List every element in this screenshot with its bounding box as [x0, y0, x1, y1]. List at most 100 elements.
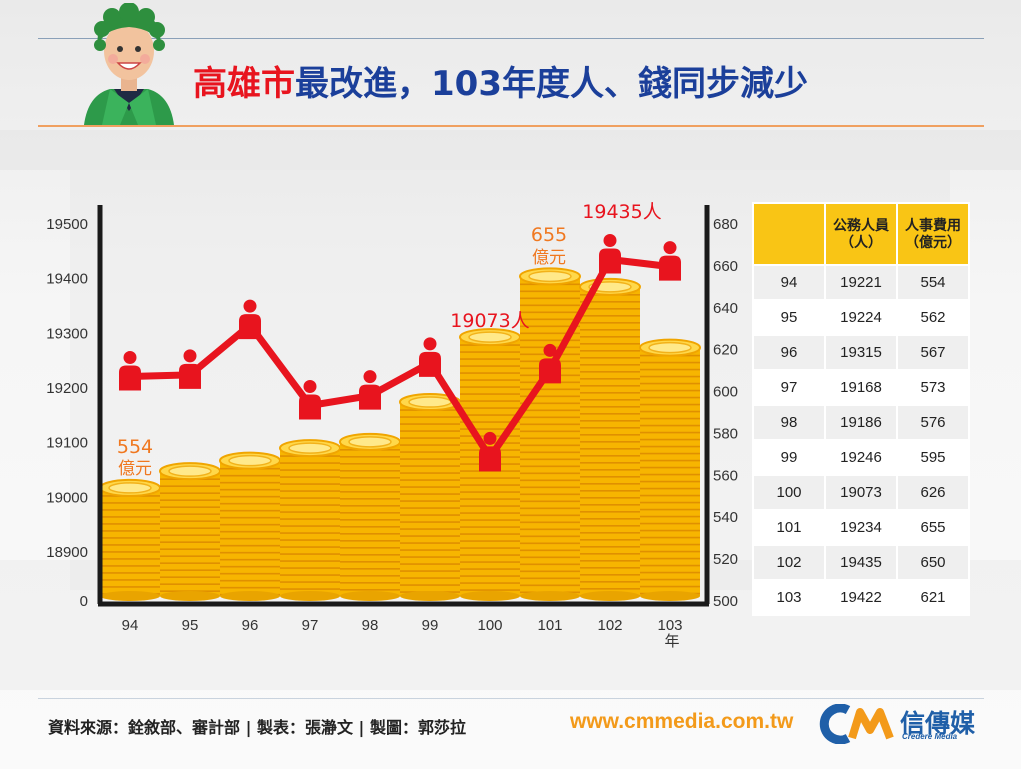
staff-label: 19435人 — [582, 201, 661, 223]
right-tick-label: 680 — [713, 216, 738, 233]
chart-axes: 0 18900 19000 19100 19200 19300 19400 19500 500 5… — [46, 205, 738, 650]
table-cell-staff: 19186 — [824, 404, 898, 441]
x-tick-label: 100 — [477, 617, 502, 634]
table-cell-year: 96 — [752, 334, 826, 371]
table-row: 94 19221 554 — [752, 264, 970, 301]
table-cell-staff: 19073 — [824, 474, 898, 511]
x-tick-label: 94 — [122, 617, 139, 634]
coin-stack-bottom — [640, 591, 700, 601]
table-cell-cost: 562 — [896, 299, 970, 336]
table-cell-year: 95 — [752, 299, 826, 336]
cost-label-unit: 億元 — [118, 459, 152, 479]
left-tick-label: 0 — [80, 593, 88, 610]
person-body — [599, 248, 621, 274]
staff-label: 19073人 — [450, 310, 529, 332]
top-rule — [38, 38, 984, 39]
coin-stack-body — [100, 487, 160, 596]
coin-stack-bar — [399, 393, 461, 601]
page-title: 高雄市最改進，103年度人、錢同步減少 — [193, 56, 808, 105]
left-tick-label: 19400 — [46, 271, 88, 288]
coin-face — [348, 436, 392, 448]
coin-stack-bottom — [460, 591, 520, 601]
table-row: 101 19234 655 — [752, 509, 970, 546]
left-tick-label: 19000 — [46, 489, 88, 506]
cm-logo[interactable]: 信傳媒 Credere Media — [818, 703, 984, 745]
table-cell-cost: 567 — [896, 334, 970, 371]
coin-stack-bottom — [100, 591, 160, 601]
background-band — [0, 130, 1021, 170]
table-cell-cost: 576 — [896, 404, 970, 441]
table-cell-year: 102 — [752, 544, 826, 581]
staff-markers — [119, 234, 681, 472]
table-cell-cost: 595 — [896, 439, 970, 476]
person-icon — [239, 299, 261, 340]
title-city: 高雄市 — [193, 64, 295, 104]
right-tick-label: 640 — [713, 300, 738, 317]
coin-stack-bottom — [340, 591, 400, 601]
table-cell-cost: 626 — [896, 474, 970, 511]
person-head — [183, 349, 197, 363]
person-body — [659, 255, 681, 281]
table-cell-year: 98 — [752, 404, 826, 441]
coin-stack-bar — [159, 462, 221, 601]
right-tick-label: 600 — [713, 384, 738, 401]
coin-stack-bottom — [580, 591, 640, 601]
table-row: 102 19435 650 — [752, 544, 970, 581]
person-icon — [599, 234, 621, 274]
website-link[interactable]: www.cmmedia.com.tw — [570, 710, 794, 733]
coin-stack-bottom — [160, 591, 220, 601]
table-header-staff: 公務人員 （人） — [824, 202, 898, 266]
coin-face — [228, 454, 272, 467]
logo-name: 信傳媒 — [900, 709, 976, 738]
person-icon — [299, 379, 321, 420]
table-row: 96 19315 567 — [752, 334, 970, 371]
table-row: 100 19073 626 — [752, 474, 970, 511]
coin-stack-bottom — [400, 591, 460, 601]
right-tick-label: 660 — [713, 258, 738, 275]
table-cell-staff: 19234 — [824, 509, 898, 546]
left-tick-label: 18900 — [46, 544, 88, 561]
table-cell-year: 101 — [752, 509, 826, 546]
staff-series-line — [129, 256, 671, 461]
table-cell-cost: 650 — [896, 544, 970, 581]
coin-stack-bar — [219, 451, 281, 601]
person-head — [663, 241, 677, 255]
coin-stack-body — [160, 471, 220, 596]
mayor-portrait-icon — [84, 3, 174, 125]
right-tick-label: 580 — [713, 425, 738, 442]
table-header-cost: 人事費用 （億元） — [896, 202, 970, 266]
person-body — [419, 351, 441, 377]
coin-face — [648, 341, 692, 354]
x-tick-label: 101 — [537, 617, 562, 634]
left-tick-label: 19300 — [46, 325, 88, 342]
person-head — [423, 337, 437, 351]
coin-stack-bar — [579, 277, 641, 601]
table-cell-year: 94 — [752, 264, 826, 301]
table-row: 97 19168 573 — [752, 369, 970, 406]
x-tick-label: 98 — [362, 617, 379, 634]
person-icon — [179, 349, 201, 389]
right-tick-label: 560 — [713, 467, 738, 484]
left-tick-label: 19100 — [46, 435, 88, 452]
table-cell-staff: 19168 — [824, 369, 898, 406]
person-icon — [659, 241, 681, 281]
coin-stack-bar — [339, 432, 401, 601]
coin-stack-bar — [99, 478, 161, 601]
person-icon — [419, 337, 441, 377]
x-unit-label: 年 — [664, 633, 679, 650]
table-row: 103 19422 621 — [752, 579, 970, 616]
table-cell-year: 100 — [752, 474, 826, 511]
table-cell-staff: 19221 — [824, 264, 898, 301]
cost-label-unit: 億元 — [532, 248, 566, 268]
table-cell-cost: 573 — [896, 369, 970, 406]
person-body — [119, 365, 141, 391]
right-tick-label: 500 — [713, 593, 738, 610]
table-cell-year: 99 — [752, 439, 826, 476]
table-row: 99 19246 595 — [752, 439, 970, 476]
source-credit: 資料來源：銓敘部、審計部 | 製表：張瀞文 | 製圖：郭莎拉 — [48, 718, 466, 737]
person-body — [179, 363, 201, 389]
coin-stack-bottom — [520, 591, 580, 601]
coin-stack-body — [340, 441, 400, 596]
person-icon — [119, 351, 141, 391]
